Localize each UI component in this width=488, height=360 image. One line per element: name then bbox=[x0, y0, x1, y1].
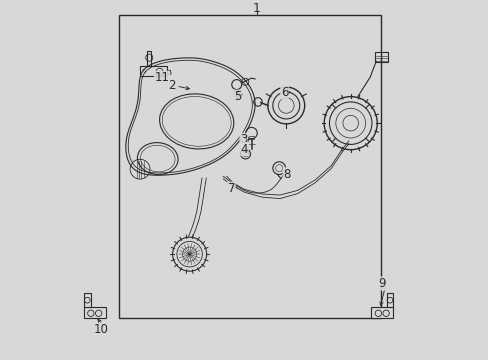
Text: 4: 4 bbox=[240, 143, 248, 156]
Text: 5: 5 bbox=[233, 90, 241, 103]
Polygon shape bbox=[386, 293, 392, 307]
Text: 2: 2 bbox=[168, 80, 175, 93]
Text: 1: 1 bbox=[252, 2, 260, 15]
Bar bbox=[140, 66, 166, 76]
Text: 9: 9 bbox=[377, 277, 385, 290]
Polygon shape bbox=[84, 307, 106, 318]
Text: 8: 8 bbox=[283, 168, 290, 181]
Text: 3: 3 bbox=[240, 133, 247, 146]
Text: 10: 10 bbox=[94, 323, 108, 336]
Polygon shape bbox=[370, 307, 392, 318]
Text: 7: 7 bbox=[227, 182, 235, 195]
Text: 11: 11 bbox=[154, 71, 169, 84]
Text: 6: 6 bbox=[280, 86, 287, 99]
Bar bbox=[374, 52, 387, 62]
Polygon shape bbox=[84, 293, 91, 307]
Bar bbox=[119, 15, 380, 318]
